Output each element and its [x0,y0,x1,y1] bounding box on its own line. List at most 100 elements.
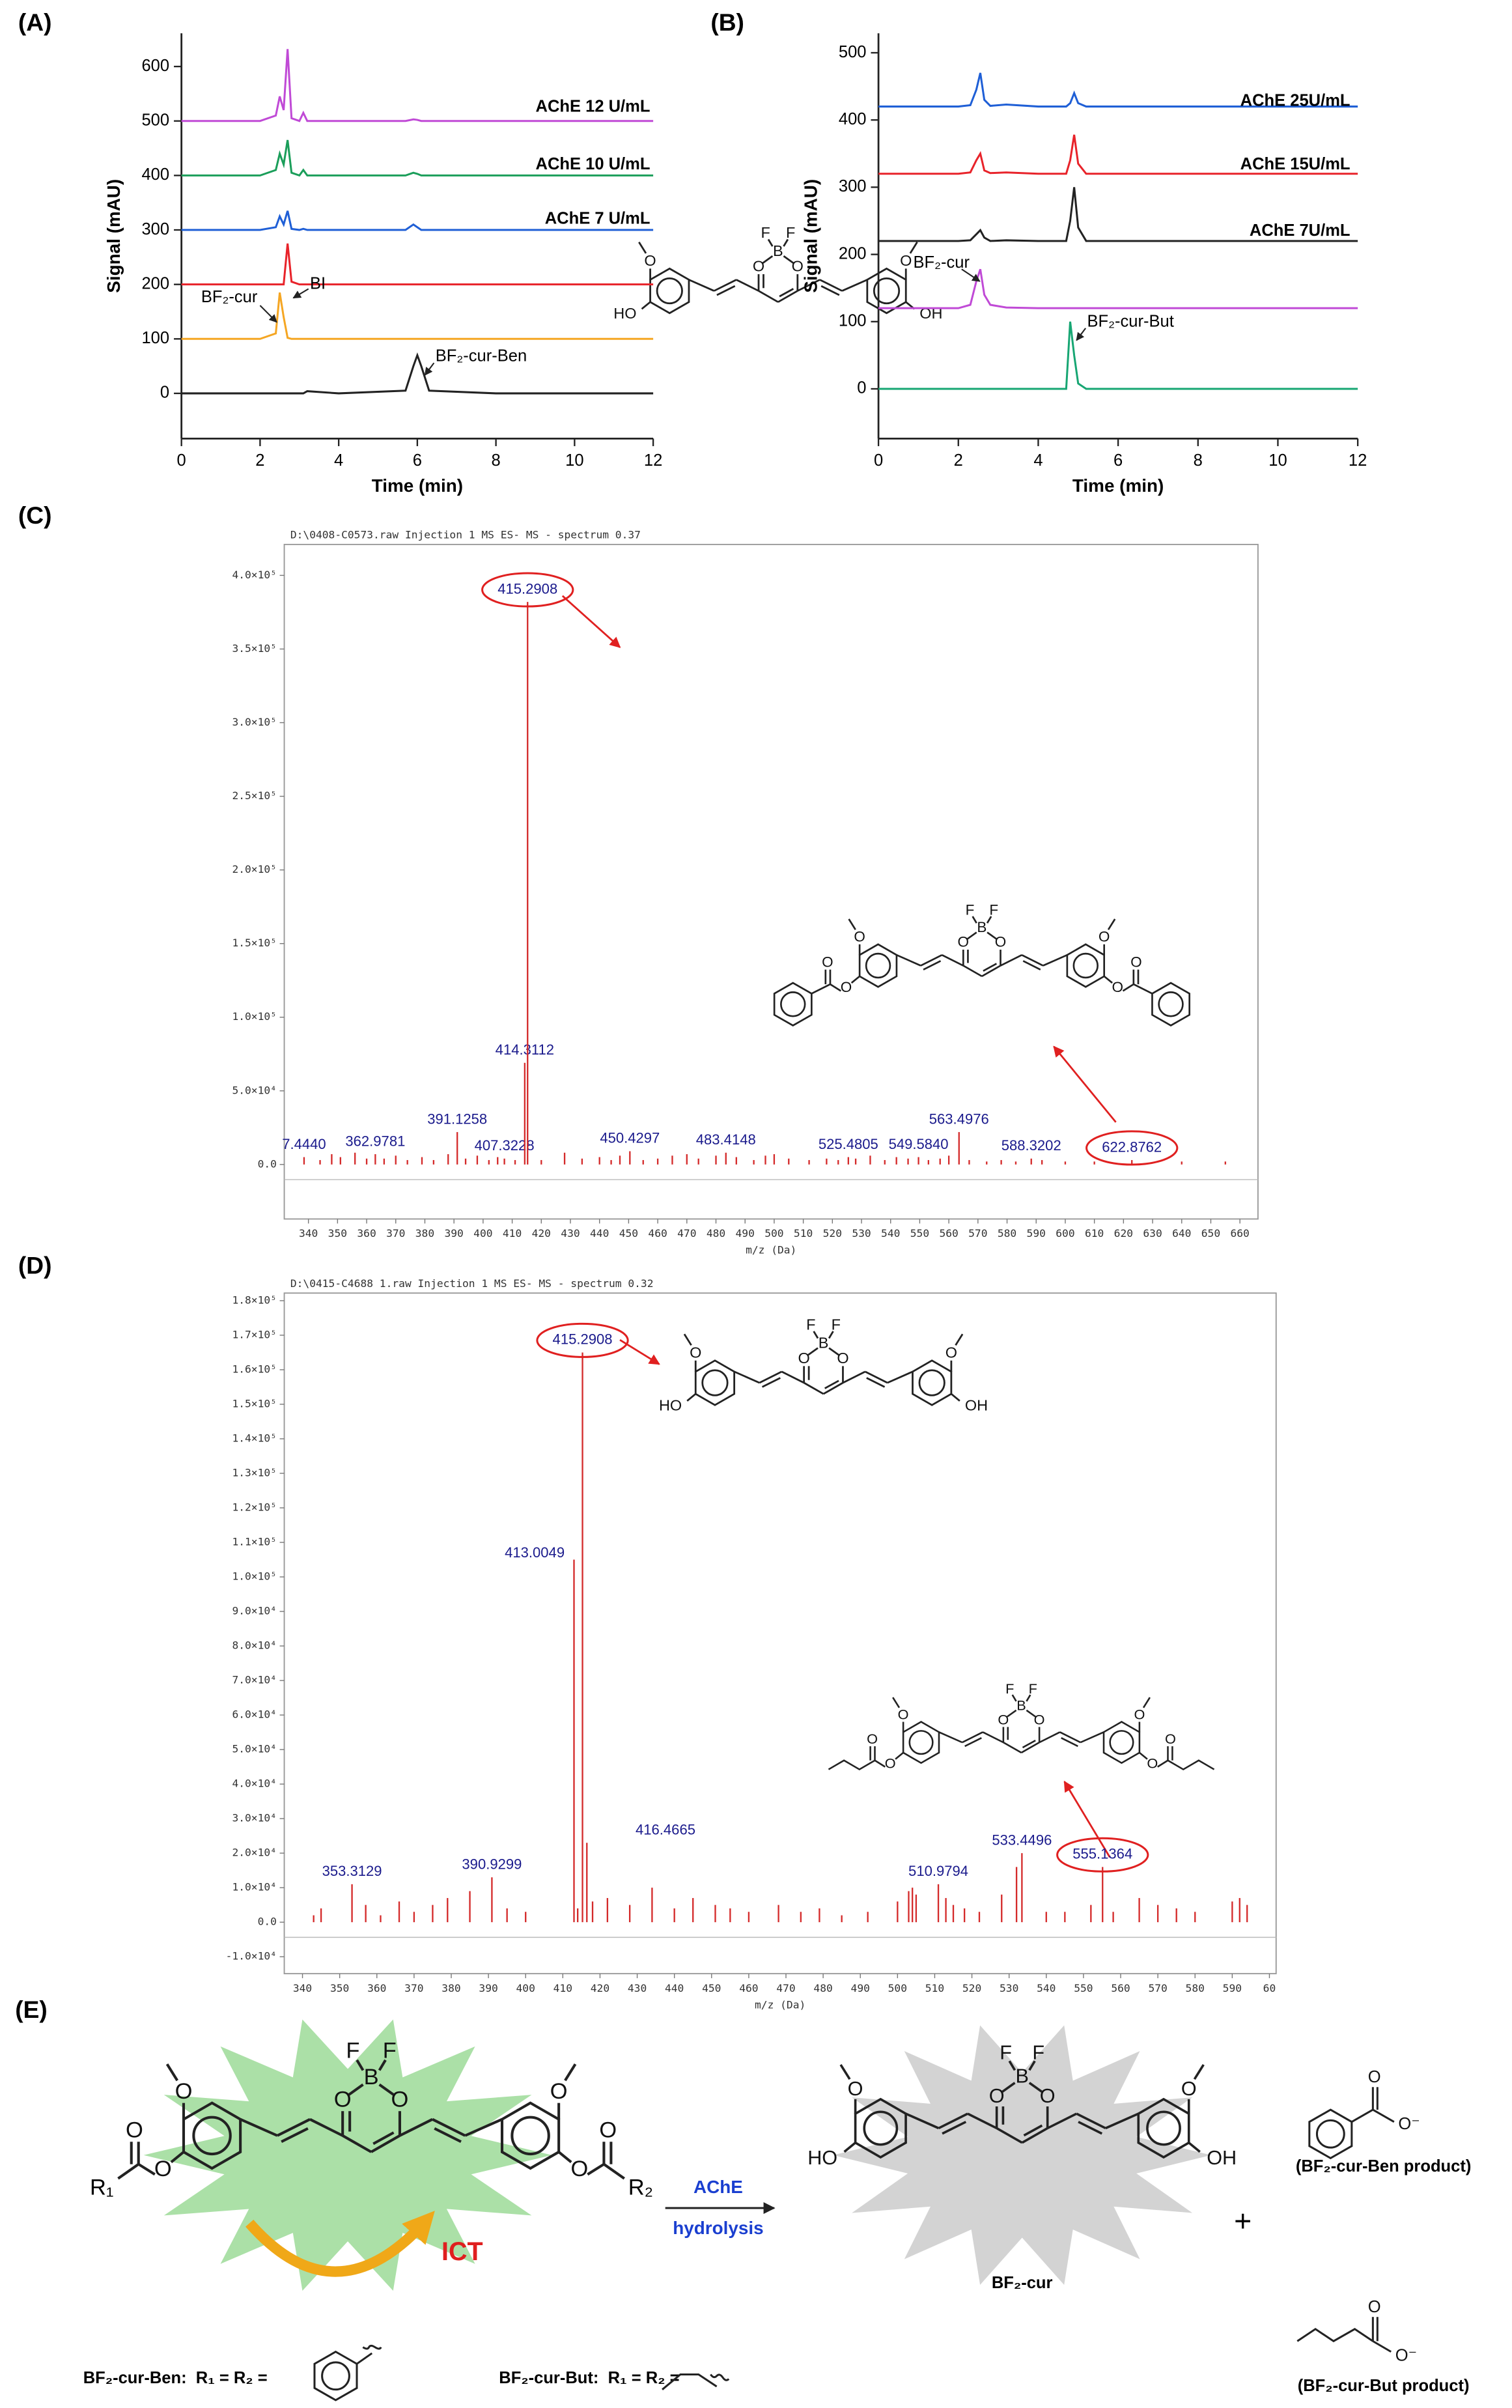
series-line [878,268,1358,309]
y-tick-label: 600 [141,57,169,75]
y-axis-title: Signal (mAU) [104,179,124,293]
x-tick-label: 12 [1349,451,1367,470]
benzoate: O O⁻ [1308,2068,1420,2160]
y-tick-label: 100 [141,329,169,347]
x-tick-label: 560 [1111,1982,1130,1994]
plot-frame [283,1292,1277,1975]
r-definition: BF₂-cur-Ben: R₁ = R₂ = [83,2369,268,2387]
x-tick-label: 8 [1194,451,1203,470]
x-tick-label: 530 [852,1227,871,1239]
x-tick-label: 590 [1223,1982,1242,1994]
y-tick-label: 1.2×10⁵ [232,1501,276,1514]
panel-label: (E) [15,1996,48,2023]
peak-label: 362.9781 [345,1133,405,1149]
y-tick-label: 2.0×10⁴ [232,1847,276,1859]
x-tick-label: 540 [1037,1982,1056,1994]
propyl-group [662,2373,730,2390]
x-tick-label: 0 [874,451,883,470]
series-line [181,243,654,286]
x-tick-label: 350 [330,1982,349,1994]
x-tick-label: 0 [177,451,186,470]
spectrum-header: D:\0408-C0573.raw Injection 1 MS ES- MS … [290,528,641,541]
ict-label: ICT [441,2237,483,2266]
x-tick-label: 340 [293,1982,312,1994]
x-tick-label: 4 [334,451,343,470]
peak-label: 622.8762 [1102,1139,1162,1155]
x-tick-label: 370 [404,1982,423,1994]
x-axis-title: Time (min) [372,475,463,496]
y-tick-label: 4.0×10⁴ [232,1778,276,1790]
series-line [181,292,654,340]
plus-sign: + [1234,2204,1252,2238]
series-label: AChE 7U/mL [1250,221,1351,240]
peak-label: 555.1364 [1072,1846,1132,1862]
x-axis-title: m/z (Da) [755,1998,805,2011]
series-line [878,134,1358,175]
panel-label: (B) [710,8,744,36]
y-tick-label: 5.0×10⁴ [232,1743,276,1755]
y-axis-title: Signal (mAU) [800,179,820,293]
x-tick-label: 420 [591,1982,609,1994]
y-tick-label: 1.4×10⁵ [232,1432,276,1444]
x-axis-title: m/z (Da) [746,1244,796,1256]
y-tick-label: 8.0×10⁴ [232,1639,276,1652]
peak-label: 533.4496 [992,1832,1052,1848]
series-label: AChE 7 U/mL [545,209,651,227]
y-tick-label: -1.0×10⁴ [226,1950,277,1962]
y-tick-label: 400 [141,165,169,184]
y-tick-label: 1.8×10⁵ [232,1294,276,1306]
x-tick-label: 660 [1230,1227,1249,1239]
y-tick-label: 1.6×10⁵ [232,1363,276,1375]
series-label: BI [310,274,326,292]
panel-label: (D) [18,1252,52,1279]
x-tick-label: 550 [1074,1982,1093,1994]
x-tick-label: 570 [968,1227,987,1239]
ict-arrow [245,2211,435,2277]
atom-label: O⁻ [1395,2346,1417,2364]
atom-label: O [1368,2068,1381,2086]
y-tick-label: 1.0×10⁴ [232,1881,276,1893]
x-tick-label: 470 [776,1982,795,1994]
x-tick-label: 610 [1085,1227,1104,1239]
x-tick-label: 420 [532,1227,551,1239]
x-tick-label: 510 [925,1982,944,1994]
y-tick-label: 2.0×10⁵ [232,863,276,875]
annotation-arrow [619,1339,660,1365]
x-tick-label: 480 [813,1982,832,1994]
y-tick-label: 1.0×10⁵ [232,1570,276,1583]
peak-label: 510.9794 [908,1863,968,1879]
peak-label: 353.3129 [322,1863,382,1879]
y-tick-label: 3.5×10⁵ [232,642,276,655]
peak-label: 450.4297 [600,1130,660,1146]
x-tick-label: 600 [1056,1227,1074,1239]
peak-label: 415.2908 [497,580,557,597]
plot-frame [283,543,1259,1220]
series-line [181,49,654,122]
y-tick-label: 300 [839,177,867,195]
structure-bf2-cur: HO OH [659,1316,988,1414]
x-tick-label: 430 [561,1227,580,1239]
x-tick-label: 60 [1263,1982,1276,1994]
x-tick-label: 520 [823,1227,842,1239]
atom-label: HO [613,305,636,322]
x-tick-label: 540 [881,1227,900,1239]
highlight-circle [1056,1837,1149,1873]
y-tick-label: 1.5×10⁵ [232,1397,276,1409]
x-tick-label: 10 [1268,451,1287,470]
atom-label: O⁻ [1398,2115,1420,2133]
x-tick-label: 470 [677,1227,696,1239]
x-tick-label: 530 [1000,1982,1018,1994]
series-line [878,72,1358,108]
atom-label: OH [1207,2147,1237,2169]
y-tick-label: 100 [839,312,867,330]
series-label: BF₂-cur [913,253,970,272]
x-tick-label: 400 [473,1227,492,1239]
highlight-circle [481,572,574,608]
butyrate: O O⁻ [1296,2298,1417,2364]
series-label: AChE 12 U/mL [536,98,651,116]
series-line [181,352,654,395]
x-tick-label: 460 [648,1227,667,1239]
r-group-label: R₁ [90,2175,114,2200]
product-label: (BF₂-cur-Ben product) [1296,2157,1471,2175]
